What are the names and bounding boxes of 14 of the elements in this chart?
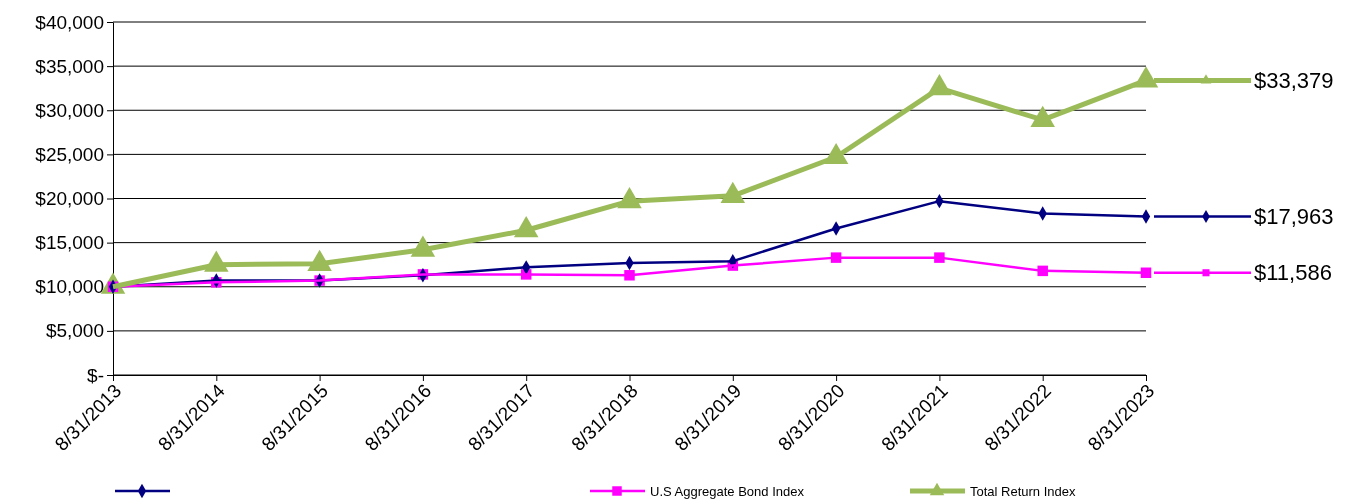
data-label: $17,963 (1254, 204, 1334, 230)
y-tick-label: $35,000 (35, 55, 104, 77)
legend-label: Total Return Index (970, 483, 1076, 499)
y-tick-label: $15,000 (35, 232, 104, 254)
data-label: $11,586 (1254, 260, 1332, 286)
y-tick-label: $40,000 (35, 11, 104, 33)
y-tick-label: $- (87, 364, 104, 386)
y-tick-label: $30,000 (35, 99, 104, 121)
y-tick-label: $25,000 (35, 143, 104, 165)
y-tick-label: $5,000 (45, 320, 104, 342)
data-label: $33,379 (1254, 68, 1334, 94)
y-tick-label: $10,000 (35, 276, 104, 298)
legend-label: U.S Aggregate Bond Index (650, 483, 805, 499)
y-tick-label: $20,000 (35, 188, 104, 210)
